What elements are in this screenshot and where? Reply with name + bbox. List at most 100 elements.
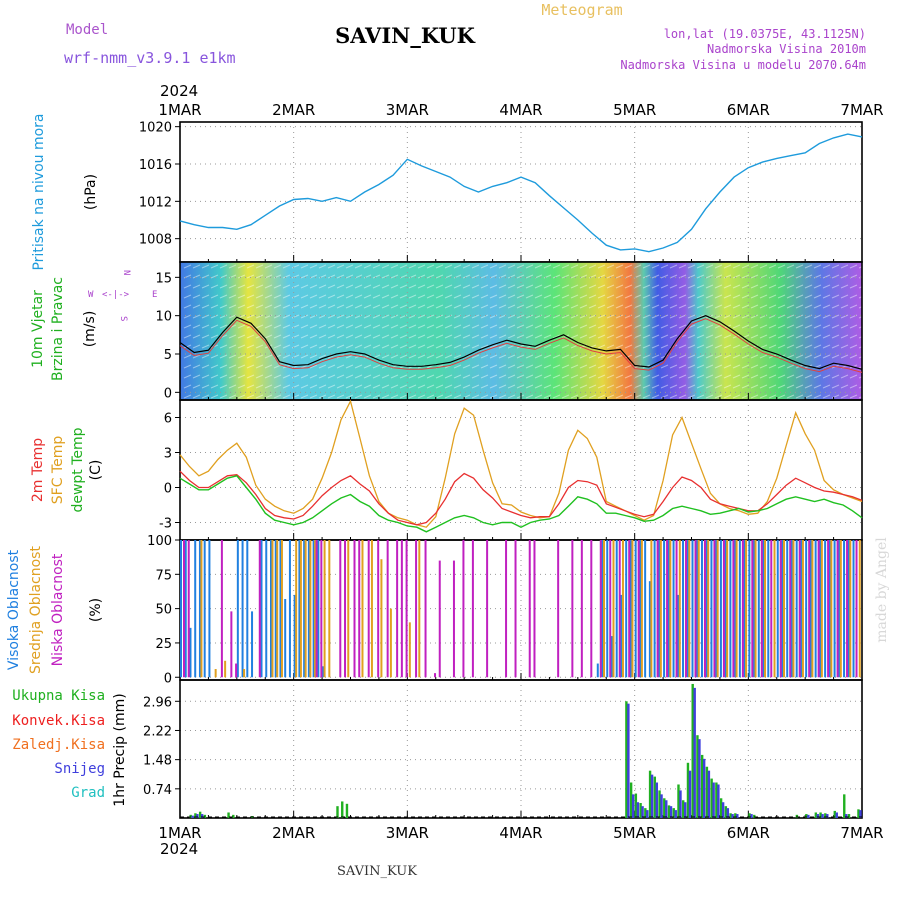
precip-bar (625, 701, 628, 818)
cloud-bar (339, 540, 342, 678)
precip-bar (336, 806, 339, 818)
cloud-bar (819, 540, 822, 678)
y-tick-label: 1008 (139, 233, 172, 248)
wind-barb (552, 394, 561, 399)
wind-barb (273, 304, 282, 309)
cloud-bar (779, 540, 782, 678)
wind-barb (408, 294, 417, 299)
precip-bar (705, 766, 709, 818)
wind-barb (795, 264, 804, 269)
wind-barb (696, 354, 705, 359)
wind-barb (471, 344, 480, 349)
wind-barb (660, 284, 669, 289)
wind-barb (741, 324, 750, 329)
wind-barb (669, 374, 678, 379)
wind-barb (534, 324, 543, 329)
top-x-tick-label: 5MAR (613, 101, 656, 119)
wind-barb (471, 274, 480, 279)
wind-barb (795, 294, 804, 299)
wind-barb (570, 274, 579, 279)
cloud-bar (361, 540, 364, 678)
wind-barb (714, 294, 723, 299)
wind-barb (507, 374, 516, 379)
wind-barb (552, 314, 561, 319)
wind-barb (237, 364, 246, 369)
wind-barb (435, 394, 444, 399)
cloud-bar (808, 540, 811, 678)
wind-barb (318, 354, 327, 359)
wind-barb (750, 374, 759, 379)
wind-barb (183, 334, 192, 339)
wind-barb (696, 304, 705, 309)
cloud-bar (258, 540, 261, 678)
wind-barb (687, 294, 696, 299)
cloud-bar (781, 540, 784, 678)
precip-bar (821, 814, 824, 818)
bottom-x-tick-label: 4MAR (499, 824, 542, 842)
wind-barb (183, 374, 192, 379)
cloud-bar (686, 540, 689, 678)
wind-barb (363, 384, 372, 389)
precip-bar (859, 810, 862, 818)
wind-barb (597, 364, 606, 369)
precip-bar (631, 794, 635, 818)
wind-barb (183, 354, 192, 359)
wind-barb (795, 384, 804, 389)
wind-barb (264, 284, 273, 289)
wind-barb (300, 284, 309, 289)
wind-barb (219, 374, 228, 379)
wind-barb (813, 314, 822, 319)
wind-barb (498, 284, 507, 289)
wind-barb (840, 374, 849, 379)
wind-barb (516, 294, 525, 299)
cloud-bar (855, 540, 858, 678)
precip-bar (731, 814, 734, 818)
wind-barb (723, 314, 732, 319)
cloud-bar (795, 540, 798, 678)
cloud-bar (380, 559, 383, 678)
wind-barb (813, 334, 822, 339)
wind-barb (525, 274, 534, 279)
wind-barb (480, 334, 489, 339)
wind-barb (714, 384, 723, 389)
wind-barb (390, 264, 399, 269)
wind-barb (570, 264, 579, 269)
wind-barb (777, 364, 786, 369)
wind-barb (849, 334, 858, 339)
wind-barb (642, 374, 651, 379)
wind-barb (309, 294, 318, 299)
wind-barb (426, 374, 435, 379)
wind-barb (237, 384, 246, 389)
temp-ylabel-3: dewpt Temp (70, 427, 86, 512)
wind-barb (210, 294, 219, 299)
wind-barb (372, 314, 381, 319)
precip-bar (835, 812, 838, 818)
wind-barb (246, 294, 255, 299)
wind-barb (390, 324, 399, 329)
wind-barb (714, 364, 723, 369)
wind-barb (228, 264, 237, 269)
bottom-x-tick-label: 3MAR (386, 824, 429, 842)
cloud-bar (514, 540, 517, 678)
precip-bar (750, 814, 753, 818)
wind-barb (678, 284, 687, 289)
wind-barb (237, 274, 246, 279)
wind-barb (390, 294, 399, 299)
wind-barb (687, 314, 696, 319)
precip-bar (693, 687, 696, 818)
wind-barb (561, 264, 570, 269)
wind-barb (714, 284, 723, 289)
wind-barb (777, 314, 786, 319)
wind-barb (651, 284, 660, 289)
wind-barb (372, 374, 381, 379)
wind-barb (273, 324, 282, 329)
cloud-bar (762, 540, 765, 678)
y-tick-label: 0 (164, 671, 172, 686)
wind-barb (219, 284, 228, 289)
wind-barb (543, 294, 552, 299)
cloud-bar (650, 540, 653, 678)
wind-barb (570, 394, 579, 399)
y-tick-label: 3 (164, 447, 172, 462)
wind-barb (489, 344, 498, 349)
wind-barb (426, 294, 435, 299)
